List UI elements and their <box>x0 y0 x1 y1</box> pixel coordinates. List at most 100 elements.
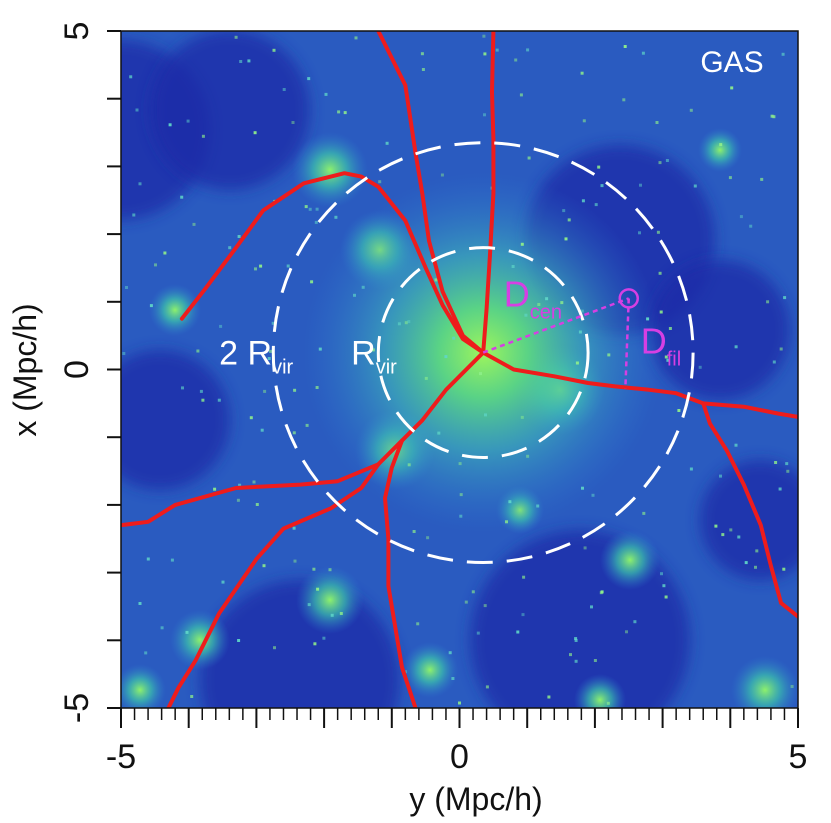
speck <box>658 271 662 275</box>
speck <box>263 389 267 393</box>
speck <box>412 530 416 533</box>
speck <box>600 184 604 188</box>
speck <box>639 183 642 187</box>
filament <box>481 31 496 355</box>
speck <box>146 557 150 561</box>
speck <box>259 264 263 268</box>
speck <box>744 561 748 565</box>
speck <box>310 280 314 284</box>
speck <box>569 653 572 657</box>
structure-blob <box>149 284 201 336</box>
speck <box>196 349 200 353</box>
dfil-line <box>624 298 630 389</box>
structure-blob <box>731 656 798 708</box>
speck <box>729 528 733 532</box>
speck <box>437 431 441 435</box>
speck <box>247 59 251 63</box>
speck <box>737 535 741 539</box>
speck <box>138 602 142 605</box>
speck <box>262 564 266 568</box>
speck <box>600 590 604 594</box>
speck <box>269 349 272 353</box>
speck <box>774 461 778 464</box>
speck <box>580 71 584 75</box>
speck <box>315 207 319 211</box>
speck <box>219 324 223 328</box>
speck <box>238 483 242 487</box>
speck <box>334 215 338 219</box>
speck <box>239 60 243 63</box>
speck <box>779 347 783 351</box>
x-tick-label: 0 <box>450 738 469 776</box>
speck <box>339 612 343 615</box>
virial-circles: Rvir 2 Rvir <box>219 141 695 564</box>
speck <box>397 322 401 326</box>
density-map: Rvir 2 Rvir Dcen Dfil <box>121 31 798 708</box>
galaxy-markers: Dcen Dfil <box>482 273 681 389</box>
speck <box>434 278 438 282</box>
speck <box>293 388 297 392</box>
speck <box>479 372 482 376</box>
filament <box>121 350 486 528</box>
y-axis: 5 0 -5 <box>58 22 121 723</box>
circle-label: 2 Rvir <box>219 335 293 379</box>
dcen-label: Dcen <box>504 273 562 323</box>
speck <box>575 361 579 365</box>
virial-circle <box>271 141 695 564</box>
speck <box>633 620 637 624</box>
speck <box>271 321 275 325</box>
speck <box>440 173 444 177</box>
speck <box>404 670 408 674</box>
speck <box>180 195 184 199</box>
speck <box>574 639 578 642</box>
speck <box>524 313 528 317</box>
speck <box>282 88 286 91</box>
speck <box>511 265 515 268</box>
speck <box>591 493 595 497</box>
speck <box>597 165 601 169</box>
speck <box>656 230 660 234</box>
speck <box>567 218 571 222</box>
structure-blob <box>292 132 368 208</box>
speck <box>594 203 598 207</box>
speck <box>485 685 489 689</box>
filament <box>383 438 418 708</box>
speck <box>307 603 311 607</box>
speck <box>293 559 297 563</box>
speck <box>213 487 217 491</box>
speck <box>564 237 568 241</box>
speck <box>495 48 499 52</box>
speck <box>154 263 157 267</box>
speck <box>343 111 347 115</box>
speck <box>646 317 650 321</box>
speck <box>783 296 787 300</box>
speck <box>260 428 264 432</box>
filament <box>179 171 486 355</box>
speck <box>666 358 670 362</box>
speck <box>537 303 541 306</box>
speck <box>655 121 659 124</box>
speck <box>545 297 549 301</box>
speck <box>668 327 672 330</box>
circle-label: Rvir <box>351 335 397 379</box>
speck <box>125 286 128 289</box>
speck <box>407 320 411 324</box>
speck <box>459 493 463 497</box>
speck <box>170 558 174 562</box>
structure-blob <box>121 664 166 708</box>
speck <box>444 355 448 359</box>
speck <box>574 637 578 641</box>
speck <box>337 110 341 114</box>
speck <box>728 176 732 180</box>
x-axis: -5 0 5 <box>106 708 807 776</box>
speck <box>514 58 518 62</box>
speck <box>201 134 205 138</box>
speck <box>660 572 663 576</box>
speck <box>689 108 693 112</box>
speck <box>273 646 276 650</box>
filament <box>481 350 798 419</box>
speck <box>313 642 317 646</box>
speck <box>560 301 564 305</box>
speck <box>249 416 253 420</box>
speck <box>483 52 487 56</box>
